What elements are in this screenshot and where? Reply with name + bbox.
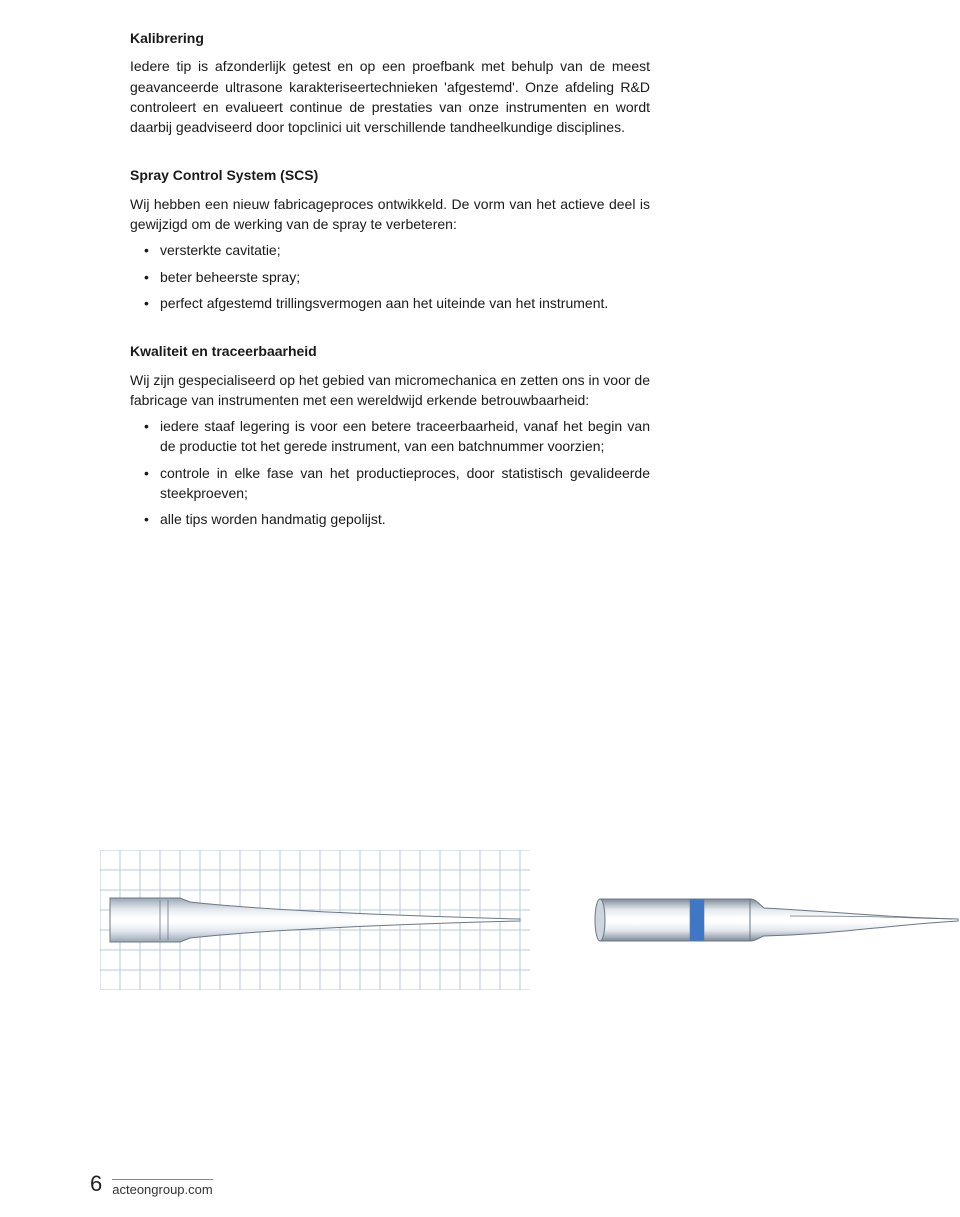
content-column: Kalibrering Iedere tip is afzonderlijk g… <box>130 28 650 530</box>
footer-link: acteongroup.com <box>112 1179 212 1197</box>
para-kwaliteit-intro: Wij zijn gespecialiseerd op het gebied v… <box>130 370 650 411</box>
heading-kwaliteit: Kwaliteit en traceerbaarheid <box>130 341 650 361</box>
page-number: 6 <box>90 1171 102 1197</box>
page-footer: 6 acteongroup.com <box>90 1171 213 1197</box>
para-kalibrering: Iedere tip is afzonderlijk getest en op … <box>130 56 650 137</box>
page: Kalibrering Iedere tip is afzonderlijk g… <box>0 0 960 1217</box>
heading-kalibrering: Kalibrering <box>130 28 650 48</box>
list-item: controle in elke fase van het productiep… <box>138 463 650 504</box>
list-item: alle tips worden handmatig gepolijst. <box>138 509 650 529</box>
list-item: beter beheerste spray; <box>138 267 650 287</box>
list-item: perfect afgestemd trillingsvermogen aan … <box>138 293 650 313</box>
heading-scs: Spray Control System (SCS) <box>130 165 650 185</box>
list-scs: versterkte cavitatie; beter beheerste sp… <box>130 240 650 313</box>
list-item: iedere staaf legering is voor een betere… <box>138 416 650 457</box>
list-item: versterkte cavitatie; <box>138 240 650 260</box>
list-kwaliteit: iedere staaf legering is voor een betere… <box>130 416 650 529</box>
para-scs-intro: Wij hebben een nieuw fabricageproces ont… <box>130 194 650 235</box>
instrument-illustration <box>100 850 960 990</box>
